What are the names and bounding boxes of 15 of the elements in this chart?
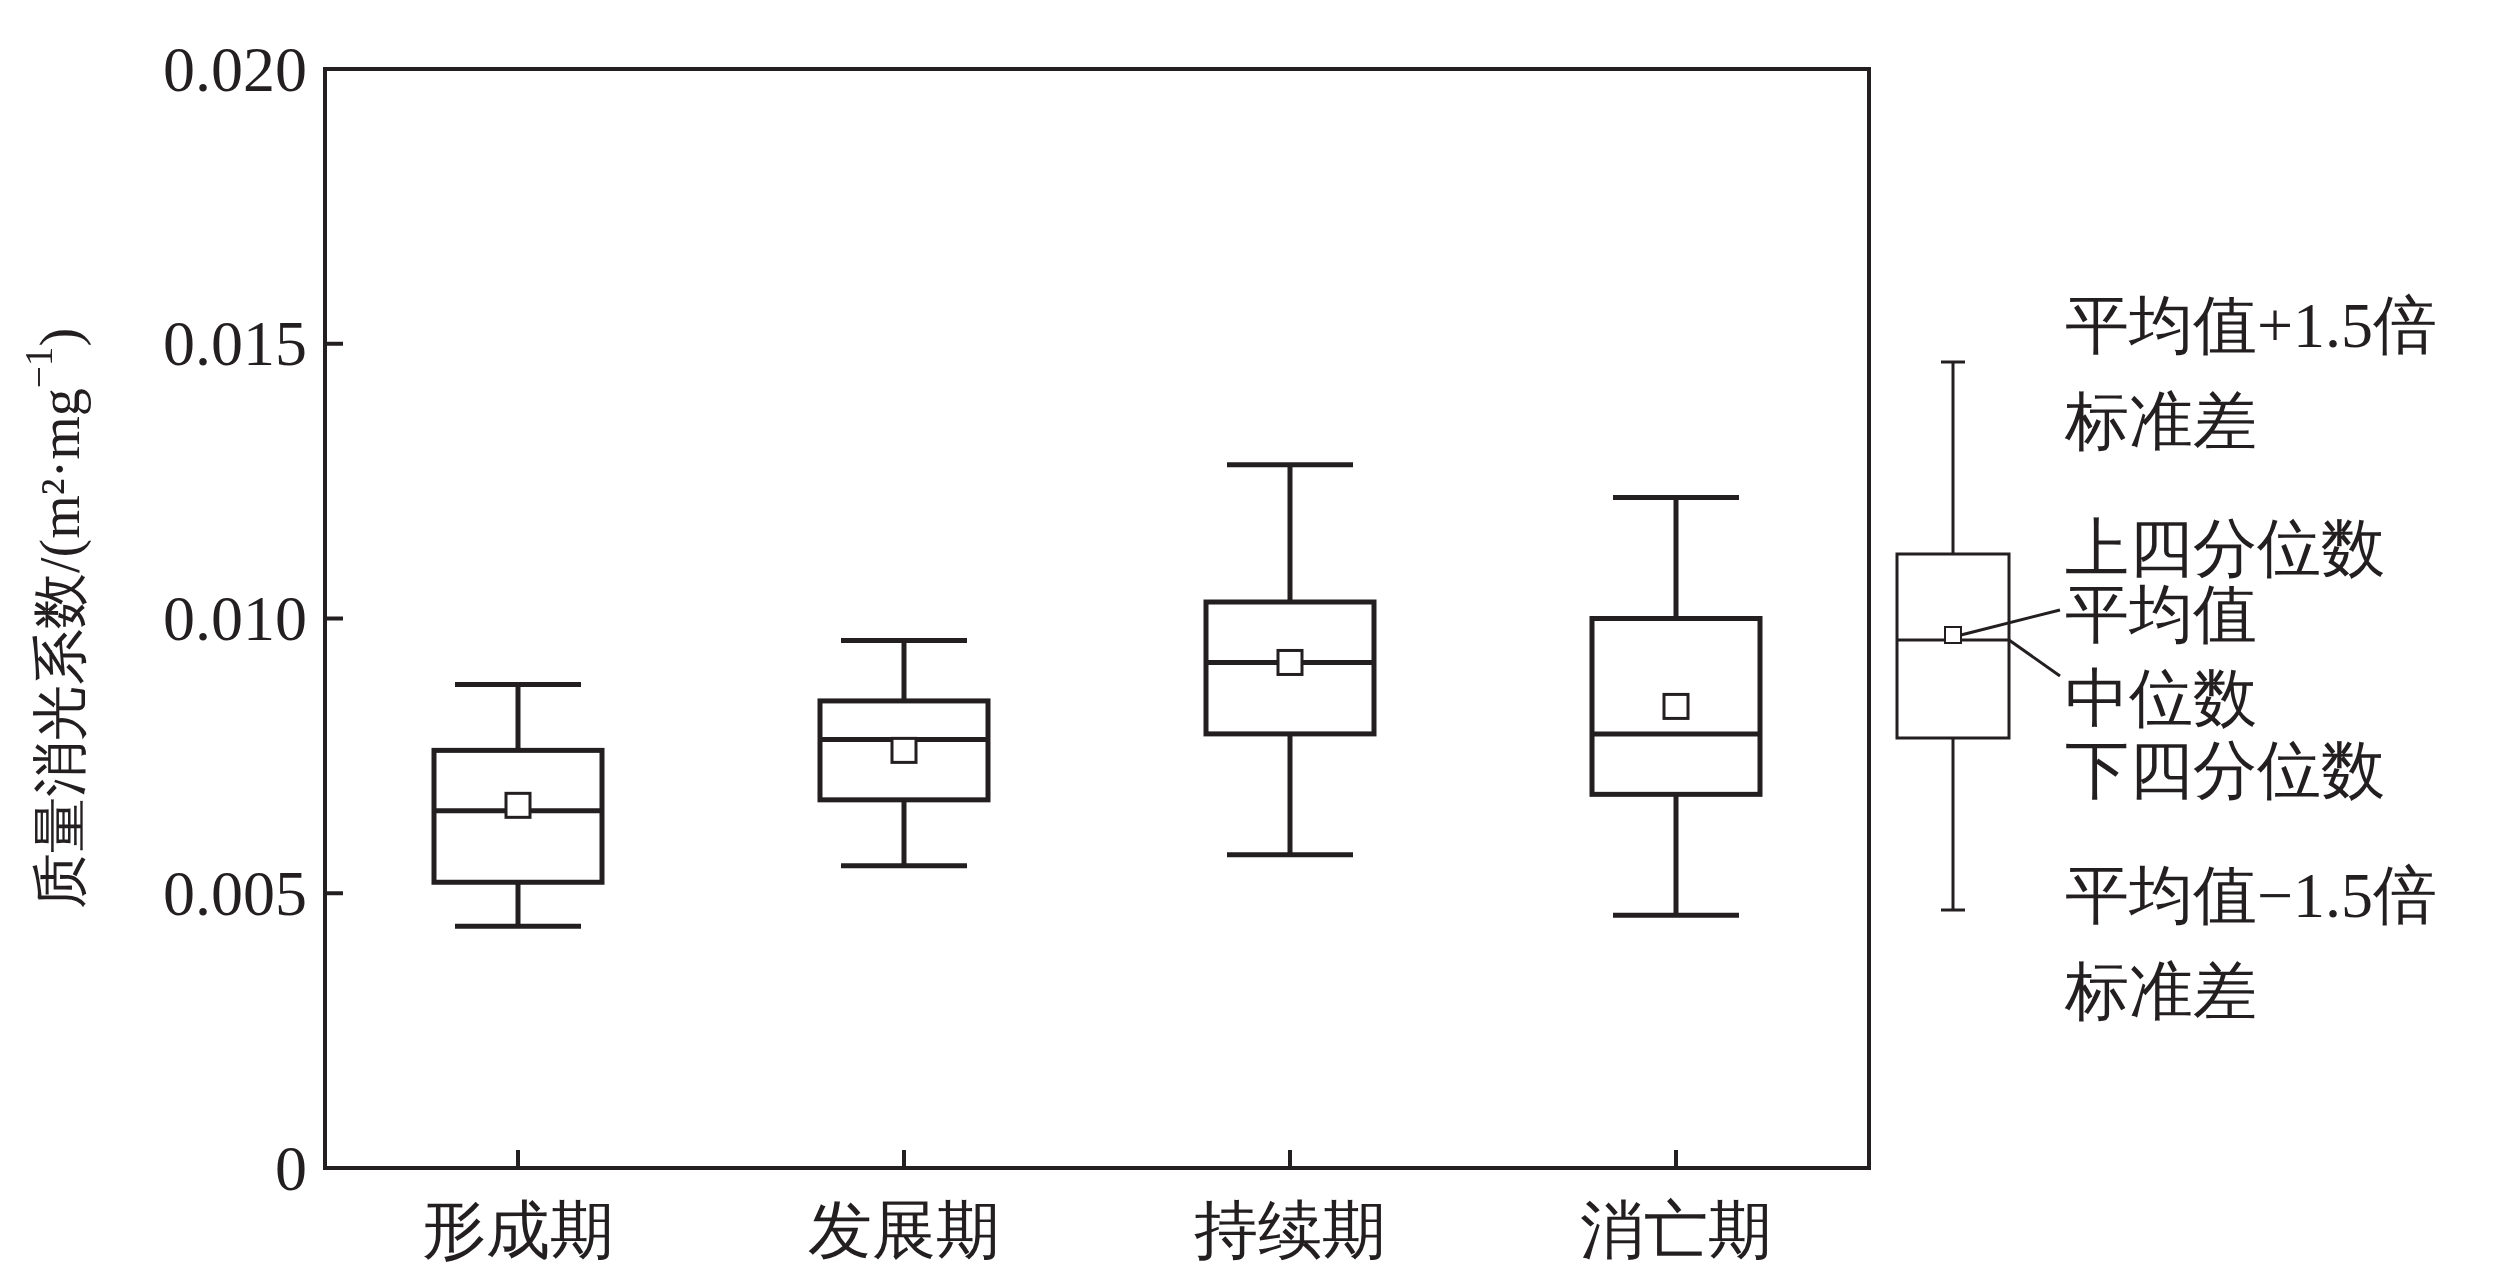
y-tick-label: 0.015: [163, 308, 307, 380]
x-tick-label: 发展期: [808, 1194, 1000, 1266]
y-tick-label: 0: [275, 1132, 307, 1204]
text: 中位数: [2065, 662, 2257, 734]
text: 标准差: [2064, 955, 2257, 1027]
y-tick-label: 0.020: [163, 33, 307, 105]
text: 平均值+1.5倍: [2065, 289, 2438, 361]
y-tick-label: 0.010: [163, 583, 307, 654]
text: 标准差: [2064, 385, 2257, 457]
x-tick-label: 持续期: [1194, 1194, 1386, 1266]
text: 下四分位数: [2065, 734, 2385, 806]
text: 平均值−1.5倍: [2065, 859, 2438, 931]
x-tick-label: 消亡期: [1580, 1194, 1772, 1266]
x-tick-label: 形成期: [422, 1194, 614, 1266]
y-tick-label: 0.005: [163, 857, 307, 929]
